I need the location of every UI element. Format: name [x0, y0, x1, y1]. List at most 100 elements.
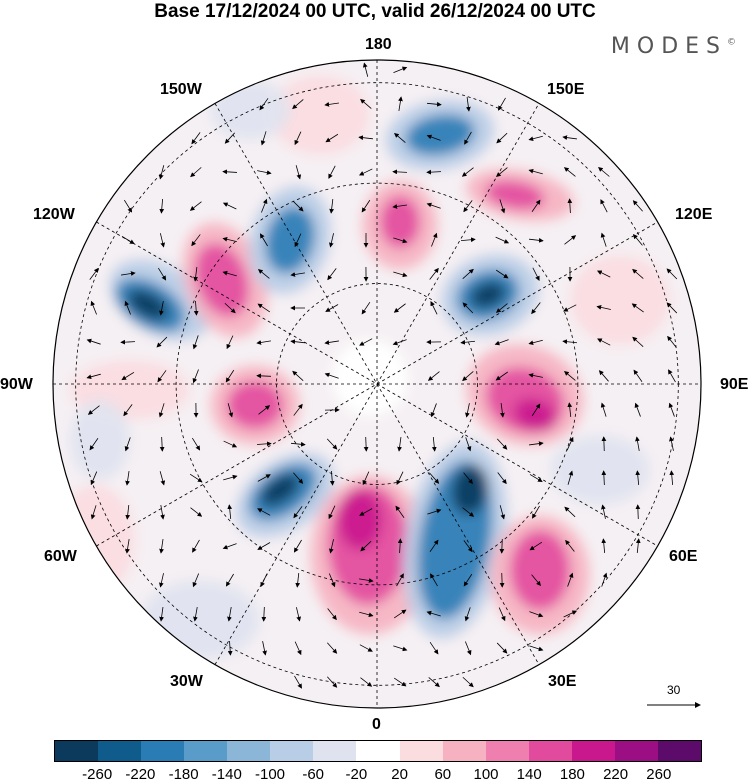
anomaly-blob: [380, 196, 420, 248]
wind-arrow: [362, 62, 369, 77]
modes-logo: MODES©: [611, 34, 736, 59]
wind-arrow: [528, 339, 543, 346]
wind-arrow: [294, 233, 302, 248]
colorbar-tick-label: 180: [559, 766, 585, 783]
anomaly-blob: [470, 282, 506, 308]
colorbar-tick-label: -20: [345, 766, 368, 783]
wind-arrow: [562, 339, 578, 345]
wind-arrow: [159, 233, 166, 248]
wind-arrow: [494, 339, 509, 346]
colorbar-segment: [528, 741, 572, 761]
wind-arrow: [598, 370, 609, 382]
wind-arrow: [125, 504, 131, 520]
anomaly-blob: [227, 381, 283, 429]
wind-arrow: [666, 268, 678, 280]
wind-arrow: [158, 403, 165, 418]
wind-arrow: [393, 609, 407, 619]
colorbar-segment: [399, 741, 443, 761]
wind-arrow: [601, 436, 607, 452]
wind-arrow: [121, 271, 136, 276]
meridian-line: [214, 103, 540, 665]
wind-arrow: [192, 437, 201, 451]
wind-arrow: [191, 132, 201, 145]
wind-arrow: [327, 268, 337, 281]
wind-arrow: [293, 506, 303, 519]
colorbar-tick-label: 140: [516, 766, 542, 783]
anomaly-blob: [338, 490, 382, 550]
wind-arrow: [496, 438, 508, 450]
wind-arrow: [258, 405, 271, 415]
wind-arrow: [157, 370, 167, 383]
wind-arrow: [532, 505, 540, 519]
wind-arrow: [395, 505, 405, 518]
anomaly-blob: [128, 289, 168, 321]
wind-arrow: [429, 539, 439, 552]
wind-arrow: [633, 233, 643, 246]
lon-label-30e: 30E: [548, 673, 577, 690]
wind-arrow: [159, 539, 164, 554]
wind-arrow: [529, 441, 544, 446]
wind-arrow: [601, 470, 607, 486]
lon-label-150e: 150E: [547, 81, 585, 98]
wind-arrow: [529, 474, 543, 482]
wind-arrow: [293, 403, 303, 416]
wind-arrow: [397, 437, 402, 452]
wind-arrow: [667, 335, 677, 348]
anomaly-blob: [260, 474, 300, 506]
wind-arrow: [601, 572, 608, 587]
wind-arrow: [159, 607, 164, 622]
wind-arrow: [192, 335, 199, 350]
colorbar-segment: [313, 741, 357, 761]
wind-arrow: [635, 436, 640, 451]
wind-arrow: [158, 573, 164, 588]
wind-arrow: [462, 371, 474, 382]
wind-arrow: [528, 373, 543, 378]
wind-arrow: [495, 236, 510, 244]
colorbar-segment: [614, 741, 658, 761]
wind-arrow: [189, 201, 202, 211]
anomaly-blob: [550, 435, 650, 505]
wind-arrow: [394, 132, 406, 143]
wind-arrow: [563, 304, 577, 312]
wind-arrow: [293, 472, 304, 484]
wind-arrow: [361, 301, 371, 315]
wind-arrow: [125, 539, 130, 554]
wind-arrow: [397, 538, 403, 554]
anomaly-blob: [510, 530, 570, 610]
wind-arrow: [261, 198, 268, 213]
wind-arrow: [223, 440, 238, 448]
wind-arrow: [529, 541, 543, 551]
colorbar-tick-label: -260: [82, 766, 113, 783]
wind-arrow: [531, 574, 541, 587]
anomaly-blob: [195, 243, 249, 317]
lon-label-150w: 150W: [160, 81, 202, 98]
anomaly-blob: [140, 580, 260, 660]
colorbar-segment: [184, 741, 228, 761]
wind-arrow: [359, 338, 373, 346]
wind-arrow: [222, 169, 238, 175]
wind-arrow: [292, 370, 304, 381]
wind-arrow: [359, 611, 374, 618]
reference-arrow-icon: [647, 702, 701, 708]
wind-arrow: [193, 300, 199, 316]
wind-arrow: [666, 302, 678, 314]
wind-arrow: [360, 677, 373, 687]
wind-arrow: [428, 677, 440, 688]
wind-arrow: [567, 470, 574, 485]
wind-arrow: [324, 372, 339, 379]
wind-arrow: [632, 268, 644, 279]
wind-arrow: [290, 339, 305, 345]
wind-arrow: [190, 507, 203, 517]
wind-arrow: [290, 441, 306, 447]
wind-arrow: [600, 232, 607, 247]
wind-arrow: [426, 101, 442, 107]
wind-arrow: [328, 165, 336, 179]
wind-arrow: [363, 436, 369, 452]
colorbar-segment: [55, 741, 99, 761]
wind-arrow: [257, 303, 271, 313]
wind-arrow: [290, 272, 305, 277]
wind-arrow: [563, 167, 576, 177]
wind-arrow: [396, 471, 404, 486]
wind-arrow: [120, 339, 136, 345]
wind-arrow: [222, 236, 237, 242]
